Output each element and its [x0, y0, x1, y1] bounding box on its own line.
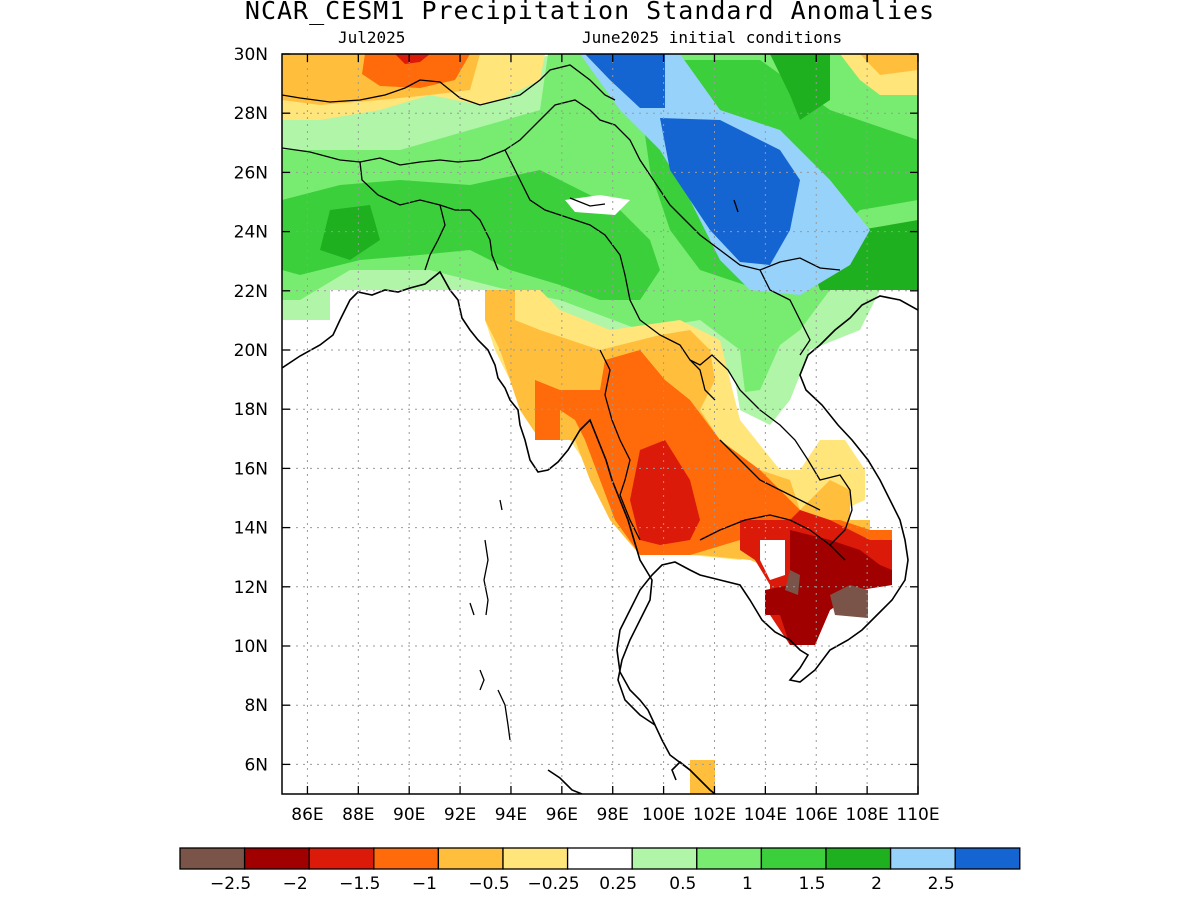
island: [469, 602, 475, 616]
colorbar-swatch: [308, 847, 375, 870]
map-frame: [281, 53, 919, 795]
colorbar: −2.5 −2 −1.5 −1 −0.5 −0.25 0.25 0.5 1 1.5 2 2.5: [179, 847, 1021, 894]
lat-label: 6N: [244, 755, 268, 775]
lon-label: 110E: [896, 805, 939, 825]
graticule: [282, 54, 918, 794]
island: [733, 199, 739, 213]
border-line: [599, 349, 641, 541]
anomaly-region: [362, 54, 470, 88]
colorbar-swatch: [502, 847, 569, 870]
anomaly-region: [320, 205, 380, 260]
anomaly-region: [690, 760, 715, 794]
border-line: [699, 514, 846, 561]
anomaly-region: [660, 118, 800, 265]
lat-label: 28N: [234, 104, 268, 124]
colorbar-label: 1.5: [798, 874, 825, 894]
lat-label: 10N: [234, 637, 268, 657]
colorbar-label: −1.5: [339, 874, 380, 894]
lon-label: 90E: [393, 805, 425, 825]
colorbar-label: 2.5: [928, 874, 955, 894]
island: [479, 669, 485, 691]
anomaly-region: [860, 54, 918, 75]
map-title: NCAR_CESM1 Precipitation Standard Anomal…: [244, 0, 936, 25]
island: [499, 499, 503, 511]
border-line: [719, 439, 821, 511]
lat-label: 30N: [234, 45, 268, 65]
island: [483, 539, 489, 616]
anomaly-region: [770, 54, 830, 120]
coastline: [547, 769, 583, 794]
lat-label: 26N: [234, 163, 268, 183]
coastline: [616, 295, 918, 726]
island: [569, 197, 606, 207]
colorbar-swatch: [760, 847, 827, 870]
colorbar-label: −0.25: [528, 874, 580, 894]
anomaly-region: [282, 170, 660, 300]
colorbar-swatch: [825, 847, 892, 870]
border-line: [359, 161, 499, 271]
lat-label: 14N: [234, 519, 268, 539]
islands: [469, 197, 739, 741]
lon-label: 92E: [444, 805, 476, 825]
lon-label: 88E: [342, 805, 374, 825]
lat-label: 20N: [234, 341, 268, 361]
border-line: [759, 269, 811, 356]
colorbar-label: 0.25: [599, 874, 637, 894]
colorbar-label: 2: [871, 874, 882, 894]
colorbar-swatch: [631, 847, 698, 870]
map-axes: 30N 28N 26N 24N 22N 20N 18N 16N 14N 12N 10N 8N 6N 86E…: [234, 45, 940, 825]
colorbar-swatch: [566, 847, 633, 870]
coastlines: [282, 270, 918, 794]
lat-label: 8N: [244, 696, 268, 716]
colorbar-label: −0.5: [468, 874, 509, 894]
border-line: [282, 99, 841, 271]
border-line: [689, 354, 853, 546]
anomaly-region: [630, 440, 700, 545]
lon-label: 94E: [495, 805, 527, 825]
anomaly-region: [785, 570, 800, 595]
island: [497, 689, 511, 741]
anomaly-region: [395, 54, 430, 64]
colorbar-label: 1: [742, 874, 753, 894]
anomaly-shading: [282, 54, 918, 794]
lon-label: 106E: [795, 805, 838, 825]
lat-label: 12N: [234, 578, 268, 598]
anomaly-region: [830, 585, 868, 618]
colorbar-label: −2: [283, 874, 308, 894]
lat-label: 24N: [234, 223, 268, 243]
lat-label: 18N: [234, 400, 268, 420]
lon-label: 96E: [546, 805, 578, 825]
colorbar-swatch: [954, 847, 1021, 870]
colorbar-swatch: [437, 847, 504, 870]
anomaly-region: [760, 540, 785, 580]
country-borders: [282, 64, 853, 561]
colorbar-swatch: [373, 847, 440, 870]
lat-label: 16N: [234, 459, 268, 479]
anomaly-region: [765, 530, 892, 645]
lon-label: 98E: [597, 805, 629, 825]
colorbar-swatch: [889, 847, 956, 870]
colorbar-swatch: [243, 847, 310, 870]
border-line: [424, 204, 446, 271]
colorbar-label: −1: [412, 874, 437, 894]
lon-label: 104E: [744, 805, 787, 825]
lat-label: 22N: [234, 282, 268, 302]
lon-label: 102E: [693, 805, 736, 825]
colorbar-label: −2.5: [210, 874, 251, 894]
forecast-month: Jul2025: [338, 28, 406, 47]
lon-label: 108E: [846, 805, 889, 825]
initial-conditions-label: June2025 initial conditions: [582, 28, 843, 47]
border-line: [282, 64, 616, 106]
coastline: [282, 270, 716, 794]
colorbar-label: 0.5: [669, 874, 696, 894]
coastline: [671, 760, 691, 781]
anomaly-region: [585, 54, 665, 108]
lon-label: 100E: [642, 805, 685, 825]
colorbar-swatch: [696, 847, 763, 870]
colorbar-swatch: [179, 847, 246, 870]
lon-label: 86E: [291, 805, 323, 825]
